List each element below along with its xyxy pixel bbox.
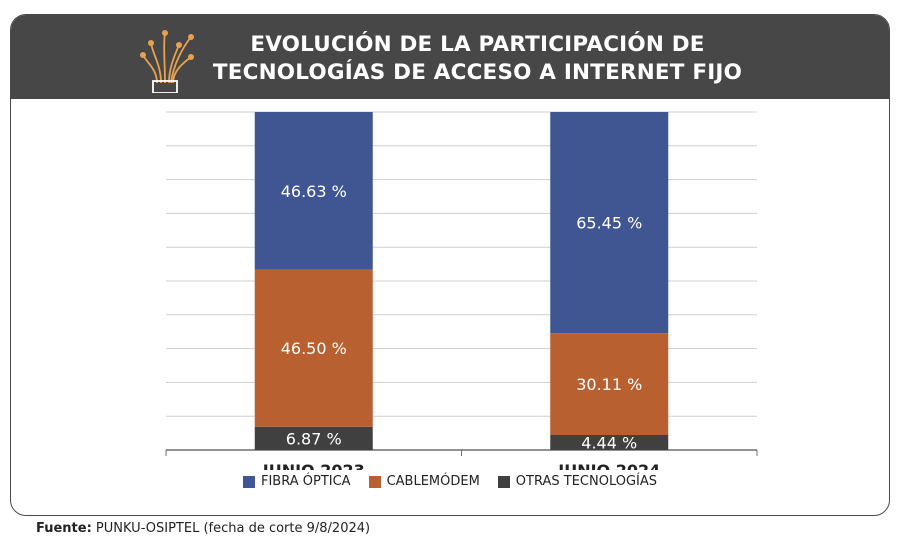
bar-segment: [254, 112, 373, 270]
source-prefix: Fuente:: [36, 521, 92, 536]
category-label: JUNIO 2024: [557, 461, 660, 470]
chart-title-line-2: TECNOLOGÍAS DE ACCESO A INTERNET FIJO: [212, 60, 743, 85]
data-label: 46.50 %: [281, 339, 347, 358]
data-label: 6.87 %: [286, 429, 342, 448]
data-label: 46.63 %: [281, 182, 347, 201]
chart-legend: FIBRA ÓPTICA CABLEMÓDEM OTRAS TECNOLOGÍAS: [0, 474, 900, 489]
data-label: 4.44 %: [581, 433, 637, 452]
legend-label: OTRAS TECNOLOGÍAS: [515, 474, 658, 489]
data-label: 65.45 %: [576, 214, 642, 233]
source-note: Fuente: PUNKU-OSIPTEL (fecha de corte 9/…: [36, 521, 370, 536]
title-banner: EVOLUCIÓN DE LA PARTICIPACIÓN DE TECNOLO…: [11, 15, 889, 99]
legend-item: OTRAS TECNOLOGÍAS: [497, 474, 658, 489]
chart-card: EVOLUCIÓN DE LA PARTICIPACIÓN DE TECNOLO…: [10, 14, 890, 516]
legend-swatch: [368, 475, 381, 488]
bar-segment: [254, 269, 373, 427]
stacked-bar-chart: 6.87 % 46.50 % 46.63 % 4.44 % 30.11 % 65.45 %…: [165, 111, 758, 470]
legend-item: CABLEMÓDEM: [368, 474, 480, 489]
legend-swatch: [242, 475, 255, 488]
bar-segment: [254, 426, 373, 450]
chart-title-line-1: EVOLUCIÓN DE LA PARTICIPACIÓN DE: [250, 32, 705, 57]
fiber-optic-icon: [140, 30, 194, 93]
legend-label: FIBRA ÓPTICA: [260, 474, 351, 489]
legend-label: CABLEMÓDEM: [386, 474, 480, 489]
legend-swatch: [497, 475, 510, 488]
legend-item: FIBRA ÓPTICA: [242, 474, 351, 489]
category-label: JUNIO 2023: [262, 461, 365, 470]
bar-segment: [550, 333, 669, 435]
data-label: 30.11 %: [576, 375, 642, 394]
source-text: PUNKU-OSIPTEL (fecha de corte 9/8/2024): [91, 521, 371, 536]
bar-segment: [550, 434, 669, 450]
bar-segment: [550, 112, 669, 334]
